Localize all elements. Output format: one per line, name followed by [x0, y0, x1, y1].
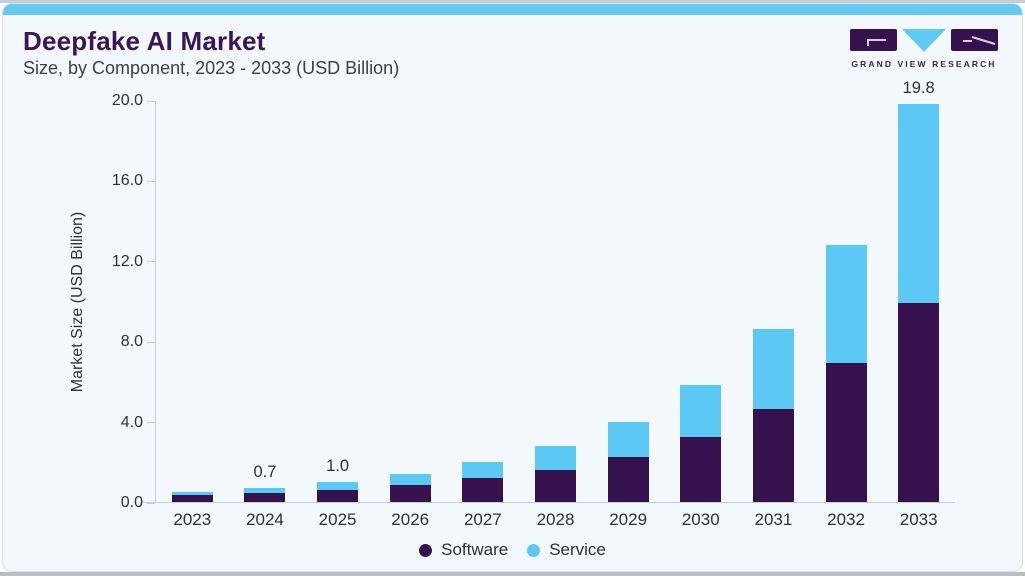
y-tick-mark: [147, 180, 155, 182]
bar-segment-software-2025: [317, 489, 359, 502]
y-axis-line: [155, 101, 156, 503]
x-tick-label-2028: 2028: [536, 510, 575, 529]
x-tick-label-2033: 2033: [899, 510, 938, 529]
bar-segment-software-2023: [171, 495, 213, 502]
x-tick-label-2031: 2031: [754, 510, 793, 529]
legend-item-software: Software: [419, 540, 508, 560]
bar-segment-service-2031: [752, 329, 794, 409]
bar-segment-software-2028: [535, 469, 576, 502]
logo-marks: [850, 29, 998, 52]
bar-segment-service-2028: [535, 445, 576, 470]
y-tick-label: 16.0: [111, 172, 143, 190]
legend-item-service: Service: [527, 540, 606, 560]
bar-segment-service-2023: [171, 491, 213, 496]
y-tick-label: 8.0: [120, 333, 143, 351]
x-tick-label-2026: 2026: [391, 510, 430, 529]
bar-segment-service-2033: [898, 104, 940, 304]
bar-value-label-2033: 19.8: [902, 79, 935, 98]
gvr-logo: GRAND VIEW RESEARCH: [850, 29, 998, 69]
bar-2030: [680, 385, 722, 502]
logo-r-mark-icon: [951, 29, 998, 51]
x-tick-label-2029: 2029: [609, 510, 648, 529]
legend-dot-icon: [527, 543, 541, 557]
plot-area: 0.0 4.0 8.0 12.0 16.0 20.0 0.7 1.0 19.8 2023 202…: [112, 79, 955, 529]
bar-2029: [607, 421, 649, 502]
logo-g-mark-icon: [850, 29, 897, 51]
bar-2027: [462, 461, 504, 502]
chart-subtitle: Size, by Component, 2023 - 2033 (USD Bil…: [23, 58, 400, 78]
bar-segment-software-2029: [607, 456, 649, 502]
bar-segment-service-2032: [825, 244, 867, 364]
bar-segment-software-2031: [752, 408, 794, 502]
legend-label: Service: [549, 540, 606, 559]
x-axis-line: [143, 502, 955, 503]
y-tick-mark: [147, 502, 155, 504]
bar-2031: [752, 329, 794, 502]
bar-2023: [171, 491, 213, 502]
bar-2032: [825, 244, 867, 502]
y-tick-label: 4.0: [120, 413, 143, 431]
y-tick-mark: [147, 261, 155, 263]
x-tick-label-2024: 2024: [246, 510, 284, 529]
bar-segment-service-2029: [607, 421, 649, 457]
chart-title: Deepfake AI Market: [23, 26, 266, 56]
bar-value-label-2024: 0.7: [253, 462, 277, 481]
x-tick-label-2032: 2032: [827, 510, 865, 529]
card-accent-bar: [3, 4, 1022, 15]
legend: Software Service: [3, 540, 1022, 560]
y-tick-mark: [147, 341, 155, 343]
logo-v-triangle-icon: [902, 29, 946, 52]
y-axis-title: Market Size (USD Billion): [69, 211, 86, 393]
window-top-edge: [0, 0, 1025, 3]
bar-segment-service-2030: [680, 385, 722, 437]
bar-segment-software-2033: [898, 303, 940, 502]
bar-segment-software-2026: [389, 484, 431, 502]
x-tick-label-2023: 2023: [173, 510, 212, 529]
legend-label: Software: [441, 540, 509, 559]
bar-2033: [898, 104, 940, 502]
chart-card: Deepfake AI Market Size, by Component, 2…: [2, 3, 1023, 572]
bar-value-label-2025: 1.0: [326, 456, 350, 475]
bar-segment-software-2030: [680, 436, 722, 502]
bar-segment-software-2032: [825, 363, 867, 502]
y-tick-label: 12.0: [111, 252, 143, 270]
x-tick-label-2025: 2025: [318, 510, 357, 529]
window-bottom-edge: [0, 572, 1025, 576]
y-tick-mark: [147, 422, 155, 424]
bar-2025: [317, 481, 359, 502]
bar-2028: [535, 445, 576, 502]
y-tick-label: 0.0: [120, 494, 143, 511]
x-tick-label-2027: 2027: [463, 510, 502, 529]
bar-segment-service-2024: [244, 487, 286, 493]
bar-segment-software-2027: [462, 478, 504, 502]
bar-2024: [244, 487, 286, 502]
legend-dot-icon: [419, 543, 433, 557]
bar-2026: [389, 473, 431, 502]
x-tick-label-2030: 2030: [681, 510, 720, 529]
y-tick-mark: [147, 100, 155, 102]
logo-text: GRAND VIEW RESEARCH: [851, 59, 997, 69]
bar-segment-service-2025: [317, 481, 359, 490]
bar-segment-software-2024: [244, 492, 286, 502]
bar-segment-service-2027: [462, 461, 504, 479]
bar-segment-service-2026: [389, 473, 431, 485]
y-tick-label: 20.0: [111, 92, 143, 109]
